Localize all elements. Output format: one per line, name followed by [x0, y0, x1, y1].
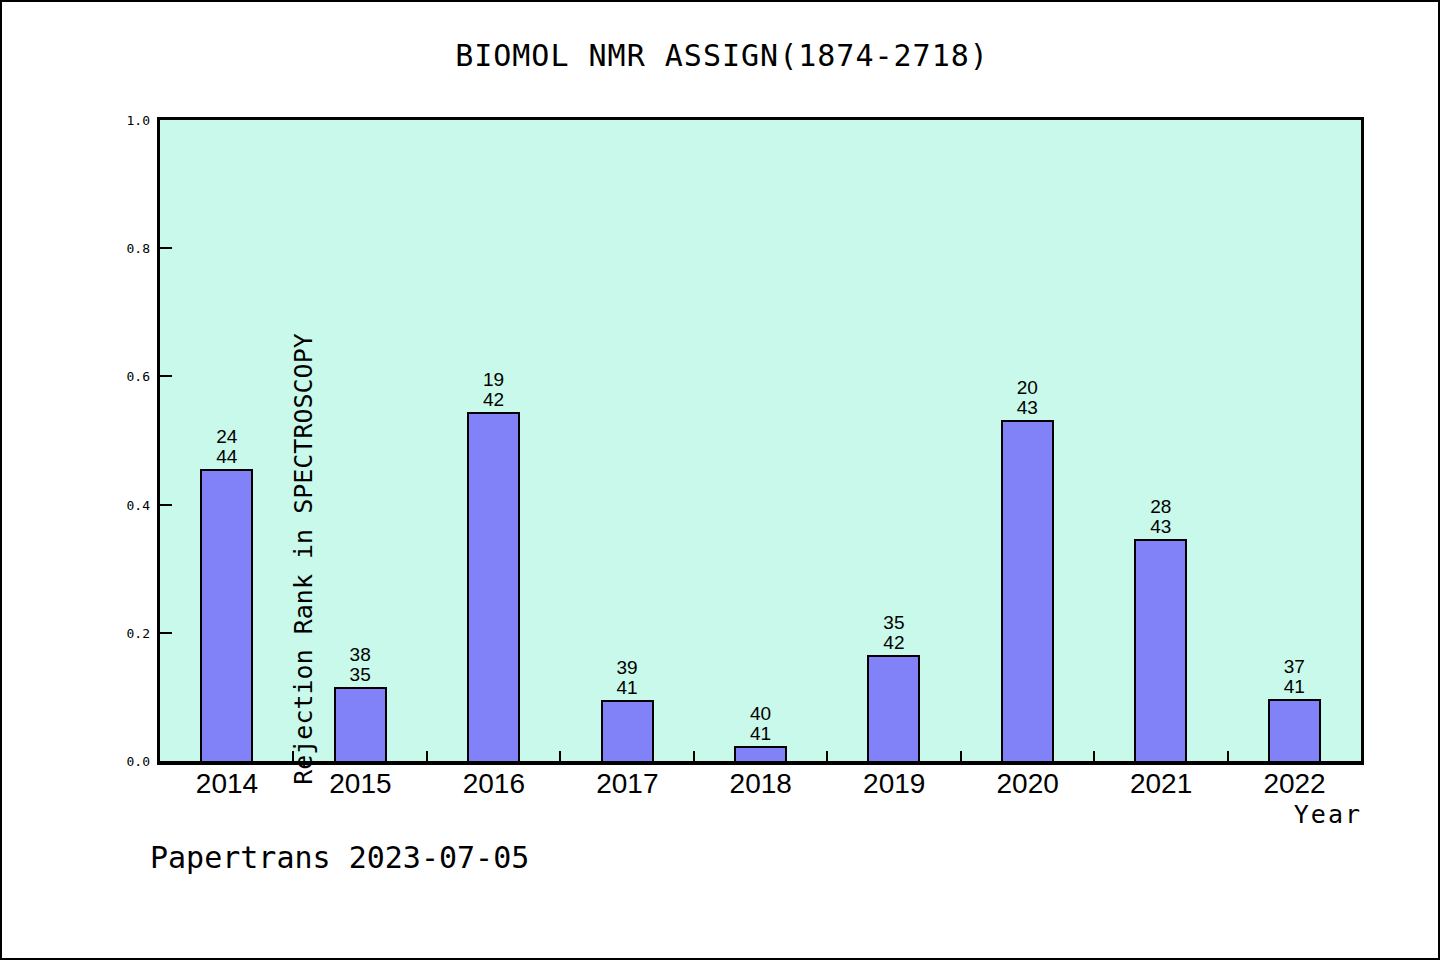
x-tick-label-2017: 2017 — [560, 768, 694, 800]
x-tick-label-2015: 2015 — [293, 768, 427, 800]
bar-2019 — [867, 655, 920, 761]
bar-2022 — [1268, 699, 1321, 761]
y-tick-label-0.2: 0.2 — [90, 625, 150, 642]
x-tick — [1227, 751, 1229, 761]
x-tick — [292, 751, 294, 761]
x-tick-label-2019: 2019 — [827, 768, 961, 800]
x-tick — [426, 751, 428, 761]
x-tick-label-2014: 2014 — [160, 768, 294, 800]
x-tick — [826, 751, 828, 761]
bar-annotation-2020: 2043 — [982, 378, 1072, 418]
x-axis-label: Year — [1062, 800, 1362, 829]
bar-annotation-2021: 2843 — [1116, 497, 1206, 537]
bar-2016 — [467, 412, 520, 761]
x-tick — [1093, 751, 1095, 761]
y-tick — [160, 632, 172, 634]
bar-2014 — [200, 469, 253, 761]
y-tick — [160, 375, 172, 377]
y-tick — [160, 504, 172, 506]
bar-2015 — [334, 687, 387, 761]
y-tick-label-0.6: 0.6 — [90, 368, 150, 385]
chart-title: BIOMOL NMR ASSIGN(1874-2718) — [2, 38, 1440, 73]
x-tick — [559, 751, 561, 761]
plot-area: Rejection Rank in SPECTROSCOPY 244438351… — [157, 117, 1364, 765]
bar-2017 — [601, 700, 654, 761]
bar-annotation-2016: 1942 — [449, 370, 539, 410]
bar-annotation-2015: 3835 — [315, 645, 405, 685]
bar-annotation-2017: 3941 — [582, 658, 672, 698]
chart-figure: { "title": "BIOMOL NMR ASSIGN(1874-2718)… — [0, 0, 1440, 960]
bar-annotation-2018: 4041 — [716, 704, 806, 744]
bar-annotation-2022: 3741 — [1249, 657, 1339, 697]
y-tick-label-0.8: 0.8 — [90, 240, 150, 257]
x-tick-label-2021: 2021 — [1094, 768, 1228, 800]
bar-annotation-2019: 3542 — [849, 613, 939, 653]
y-tick-label-0.0: 0.0 — [90, 753, 150, 770]
bar-2018 — [734, 746, 787, 761]
x-tick-label-2016: 2016 — [427, 768, 561, 800]
bar-2020 — [1001, 420, 1054, 761]
x-tick-label-2018: 2018 — [694, 768, 828, 800]
footer-watermark: Papertrans 2023-07-05 — [150, 840, 529, 875]
bar-2021 — [1134, 539, 1187, 761]
x-tick — [960, 751, 962, 761]
x-tick-label-2022: 2022 — [1228, 768, 1362, 800]
x-tick-label-2020: 2020 — [961, 768, 1095, 800]
x-tick — [693, 751, 695, 761]
y-tick — [160, 247, 172, 249]
y-tick-label-0.4: 0.4 — [90, 497, 150, 514]
bar-annotation-2014: 2444 — [182, 427, 272, 467]
y-tick-label-1.0: 1.0 — [90, 112, 150, 129]
